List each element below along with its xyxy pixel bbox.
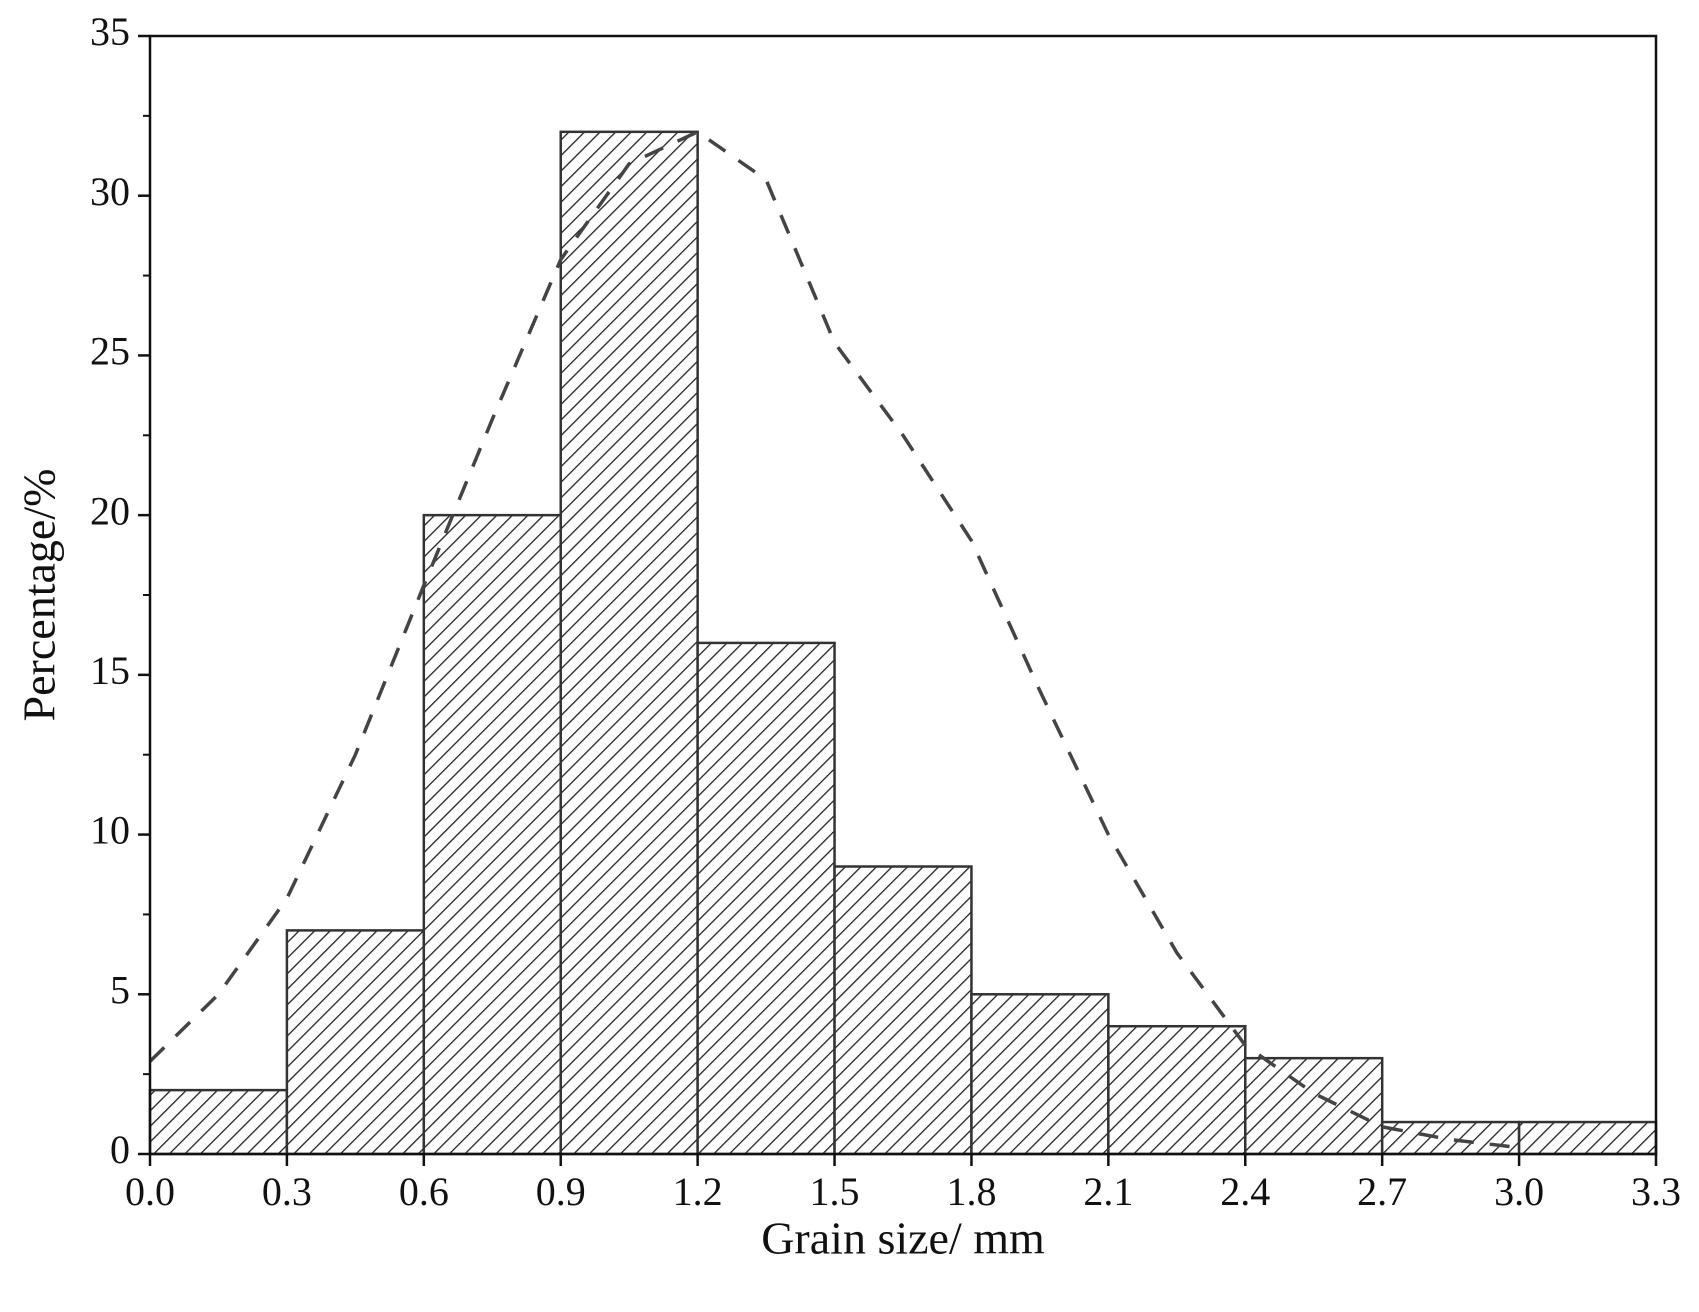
y-tick-label: 35 [90,9,130,54]
y-tick-label: 10 [90,808,130,853]
y-tick-label: 0 [110,1127,130,1172]
bar [696,641,836,1156]
bar [148,1088,289,1156]
y-tick-label: 20 [90,488,130,533]
x-tick-label: 0.3 [262,1169,312,1214]
x-axis-label: Grain size/ mm [761,1213,1045,1264]
y-axis-label: Percentage/% [14,469,65,722]
bar [1517,1120,1658,1156]
x-tick-label: 1.5 [810,1169,860,1214]
y-tick-label: 30 [90,169,130,214]
y-tick-label: 25 [90,329,130,374]
x-tick-label: 3.3 [1631,1169,1681,1214]
bar [422,513,562,1156]
bar [1107,1024,1247,1156]
fit-curve [148,129,1520,1150]
bar [1244,1056,1384,1156]
y-tick-label: 15 [90,648,130,693]
bar [559,130,699,1156]
x-tick-label: 3.0 [1494,1169,1544,1214]
x-tick-label: 0.6 [399,1169,449,1214]
x-tick-label: 2.7 [1357,1169,1407,1214]
x-tick-label: 2.1 [1083,1169,1133,1214]
bar [970,993,1110,1156]
bar [833,865,973,1156]
x-tick-label: 2.4 [1220,1169,1270,1214]
x-tick-label: 0.9 [536,1169,586,1214]
x-tick-label: 1.8 [946,1169,996,1214]
bar [285,929,426,1156]
x-tick-label: 1.2 [673,1169,723,1214]
bar [1380,1120,1521,1156]
x-tick-label: 0.0 [125,1169,175,1214]
y-tick-label: 5 [110,967,130,1012]
